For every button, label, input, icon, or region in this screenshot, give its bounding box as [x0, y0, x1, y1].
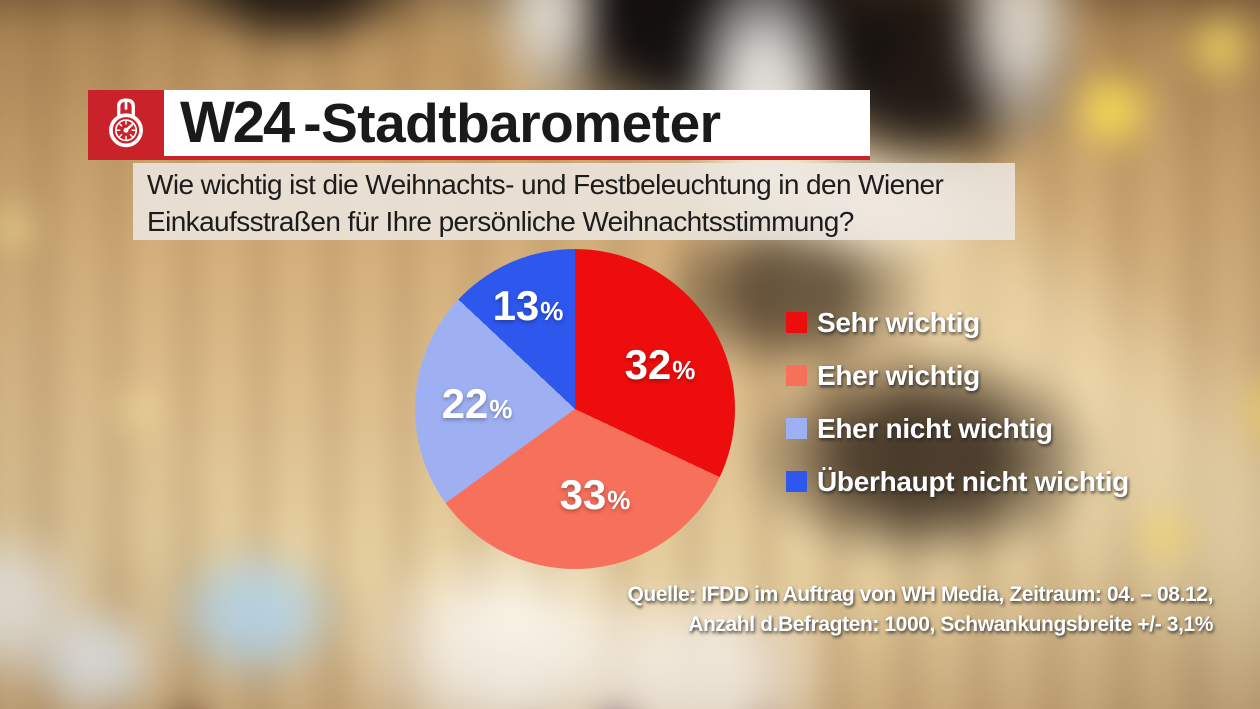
legend-item: Überhaupt nicht wichtig — [786, 466, 1129, 497]
question-line-1: Wie wichtig ist die Weihnachts- und Fest… — [147, 169, 944, 200]
legend-item: Eher nicht wichtig — [786, 413, 1129, 444]
legend-label: Sehr wichtig — [817, 306, 980, 338]
legend-swatch — [786, 312, 807, 333]
pie-slice-label-ueberhaupt-nicht-wichtig: 13% — [492, 282, 564, 329]
legend-label: Eher nicht wichtig — [817, 412, 1053, 444]
question-box: Wie wichtig ist die Weihnachts- und Fest… — [133, 163, 1015, 240]
question-line-2: Einkaufsstraßen für Ihre persönliche Wei… — [147, 206, 854, 237]
legend-swatch — [786, 365, 807, 386]
pie-slice-label-eher-wichtig: 33% — [559, 471, 631, 518]
legend-label: Eher wichtig — [817, 359, 980, 391]
page-title: -Stadtbarometer — [303, 91, 721, 154]
pie-slice-label-sehr-wichtig: 32% — [624, 341, 696, 388]
legend-swatch — [786, 471, 807, 492]
legend: Sehr wichtig Eher wichtig Eher nicht wic… — [786, 307, 1129, 497]
brand-logo-text: W24 — [180, 90, 295, 155]
header-bar: W24 -Stadtbarometer — [88, 90, 870, 160]
source-note: Quelle: IFDD im Auftrag von WH Media, Ze… — [627, 580, 1213, 640]
legend-label: Überhaupt nicht wichtig — [817, 465, 1129, 497]
pie-chart: 32% 33% 22% 13% — [415, 249, 735, 569]
logo-box — [88, 90, 164, 156]
legend-item: Eher wichtig — [786, 360, 1129, 391]
title-bar: W24 -Stadtbarometer — [164, 90, 870, 156]
source-line-1: Quelle: IFDD im Auftrag von WH Media, Ze… — [627, 583, 1213, 606]
pie-slice-label-eher-nicht-wichtig: 22% — [441, 380, 513, 427]
legend-swatch — [786, 418, 807, 439]
barometer-icon — [109, 98, 143, 148]
source-line-2: Anzahl d.Befragten: 1000, Schwankungsbre… — [688, 613, 1213, 636]
legend-item: Sehr wichtig — [786, 307, 1129, 338]
